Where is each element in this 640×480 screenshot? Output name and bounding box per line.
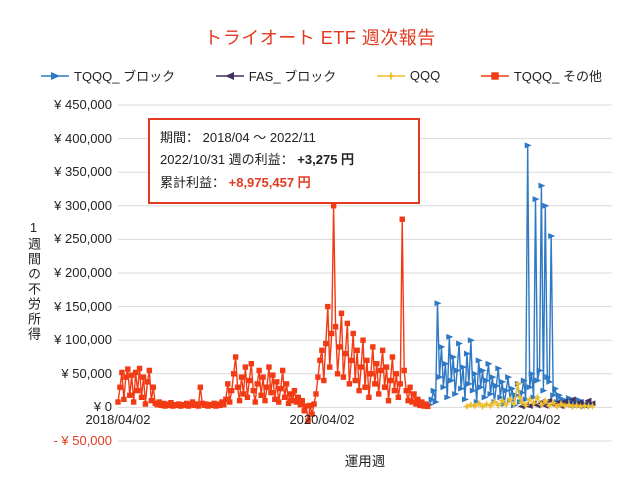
- legend-item-tqqq-other: TQQQ_ その他: [480, 66, 602, 85]
- legend-item-qqq: QQQ: [376, 68, 440, 83]
- series-line-tqqq-block: [429, 145, 593, 408]
- y-tick-label: ¥ 300,000: [54, 198, 112, 213]
- annotation-week-profit: 2022/10/31 週の利益： +3,275 円: [160, 149, 408, 171]
- annotation-period-label: 期間：: [160, 130, 203, 145]
- series-markers-tqqq-other: [115, 203, 431, 424]
- legend-item-label: QQQ: [409, 68, 441, 83]
- series-line-tqqq-other: [117, 205, 429, 421]
- y-tick-label: ¥ 400,000: [54, 131, 112, 146]
- annotation-week-label: 2022/10/31 週の利益：: [160, 152, 298, 168]
- chart-title: トライオート ETF 週次報告: [204, 28, 436, 48]
- square-marker-icon: [480, 71, 509, 80]
- y-tick-label: ¥ 350,000: [54, 164, 112, 179]
- annotation-week-value: +3,275 円: [297, 152, 355, 168]
- legend-item-label: TQQQ_ ブロック: [74, 69, 176, 84]
- annotation-total-profit: 累計利益： +8,975,457 円: [160, 172, 408, 194]
- y-tick-label: ¥ 0: [93, 399, 112, 414]
- series-markers-qqq: [462, 379, 597, 411]
- legend-item-tqqq-block: TQQQ_ ブロック: [40, 66, 175, 85]
- y-tick-label: ¥ 200,000: [54, 265, 112, 280]
- legend-item-label: FAS_ ブロック: [248, 69, 337, 84]
- annotation-box: 期間： 2018/04 ～ 2022/11 2022/10/31 週の利益： +…: [148, 118, 420, 205]
- y-tick-label: - ¥ 50,000: [53, 433, 112, 448]
- y-tick-label: ¥ 100,000: [54, 332, 112, 347]
- legend: TQQQ_ ブロック FAS_ ブロック QQQ TQQQ_ その他: [40, 66, 602, 85]
- y-tick-label: ¥ 450,000: [54, 97, 112, 112]
- annotation-period-value: 2018/04 ～ 2022/11: [202, 130, 316, 145]
- annotation-total-label: 累計利益：: [160, 174, 229, 190]
- triangle-left-marker-icon: [215, 71, 244, 80]
- legend-item-label: TQQQ_ その他: [513, 69, 602, 84]
- star4-marker-icon: [376, 70, 405, 81]
- legend-item-fas-block: FAS_ ブロック: [215, 66, 336, 85]
- triangle-right-marker-icon: [41, 71, 69, 80]
- y-axis-title: 1週間の不労所得: [26, 220, 41, 342]
- x-axis-title: 運用週: [344, 454, 386, 469]
- y-tick-label: ¥ 150,000: [54, 299, 112, 314]
- x-tick-label: 2018/04/02: [85, 412, 151, 427]
- annotation-period: 期間： 2018/04 ～ 2022/11: [160, 127, 408, 149]
- x-tick-label: 2022/04/02: [495, 412, 561, 427]
- y-tick-label: ¥ 250,000: [54, 231, 112, 246]
- annotation-total-value: +8,975,457 円: [228, 174, 311, 190]
- series-line-qqq: [466, 383, 593, 408]
- x-tick-label: 2020/04/02: [289, 412, 355, 427]
- y-tick-label: ¥ 50,000: [61, 366, 112, 381]
